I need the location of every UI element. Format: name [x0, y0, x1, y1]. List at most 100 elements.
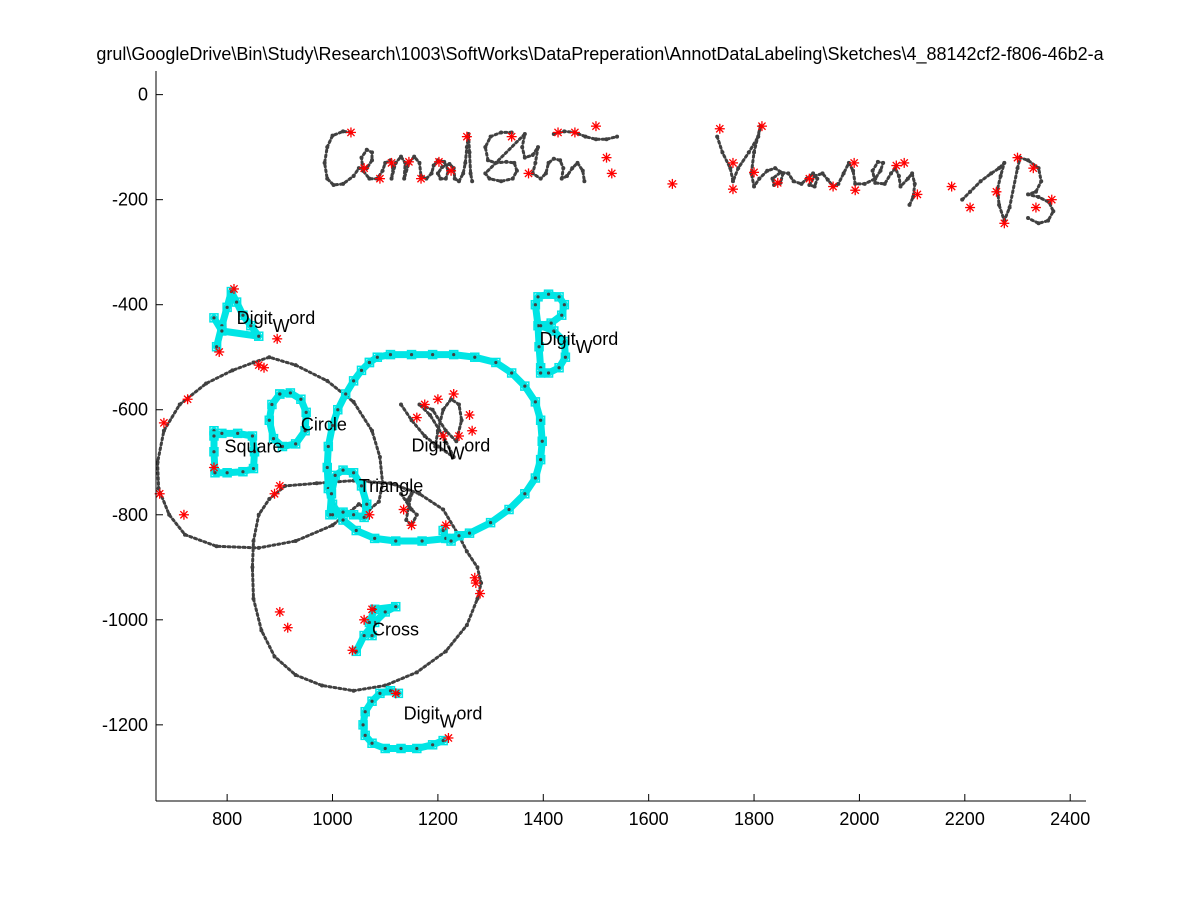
stroke-point — [250, 565, 255, 570]
stroke-point — [422, 434, 427, 438]
stroke-point — [431, 743, 435, 747]
stroke-point — [530, 153, 535, 158]
recognized-point — [367, 630, 377, 641]
stroke-point — [220, 329, 224, 333]
stroke-point — [537, 345, 541, 349]
recognized-point — [448, 349, 459, 360]
stroke-point — [470, 179, 475, 184]
stroke-point — [214, 544, 219, 549]
stroke-point — [463, 160, 468, 165]
stroke-point — [427, 412, 432, 417]
recognized-point — [491, 357, 501, 368]
stroke-point — [440, 165, 445, 170]
stroke-point — [989, 171, 994, 176]
stroke-point — [765, 168, 770, 173]
corner-point — [999, 218, 1010, 229]
stroke-point — [910, 171, 915, 176]
stroke-point — [404, 518, 409, 523]
stroke-point — [546, 292, 551, 296]
stroke-point — [256, 512, 261, 517]
series-recognized-10 — [209, 425, 260, 478]
series-recognized-14 — [351, 601, 401, 657]
stroke-point — [905, 176, 910, 181]
stroke-point — [326, 444, 330, 449]
stroke-point — [559, 176, 564, 181]
stroke-point — [293, 363, 298, 368]
recognized-point — [338, 465, 348, 475]
stroke-point — [881, 160, 886, 165]
stroke-point — [580, 168, 585, 173]
stroke-point — [250, 434, 255, 438]
stroke-point — [488, 134, 493, 139]
y-tick-label: -1000 — [102, 610, 148, 630]
recognized-point — [543, 289, 554, 299]
stroke-point — [431, 163, 436, 168]
corner-point — [433, 156, 444, 167]
stroke-point — [449, 397, 454, 402]
stroke-point — [1039, 179, 1044, 184]
stroke-point — [331, 182, 336, 187]
stroke-point — [1002, 160, 1007, 165]
recognized-point — [556, 310, 567, 320]
corner-point — [411, 412, 422, 423]
stroke-point — [325, 378, 330, 383]
stroke-point — [873, 180, 878, 185]
recognized-point — [372, 352, 383, 362]
stroke-point — [336, 408, 340, 412]
stroke-point — [1007, 205, 1012, 210]
stroke-point — [409, 352, 414, 357]
stroke-point — [441, 739, 445, 743]
stroke-point — [543, 171, 548, 176]
recognized-point — [290, 439, 301, 449]
recognized-point — [559, 336, 570, 347]
stroke-point — [557, 295, 561, 299]
stroke-point — [303, 429, 307, 433]
recognized-point — [348, 510, 359, 520]
x-tick-label: 800 — [212, 809, 242, 829]
stroke-point — [549, 321, 553, 325]
stroke-point — [438, 176, 443, 181]
recognized-point — [327, 420, 338, 431]
stroke-point — [494, 360, 498, 365]
stroke-point — [756, 134, 761, 139]
x-tick-label: 1400 — [523, 809, 563, 829]
stroke-point — [373, 536, 377, 541]
stroke-point — [388, 481, 393, 486]
recognized-point — [249, 447, 260, 457]
series-corners-18 — [154, 121, 1057, 743]
stroke-point — [715, 134, 720, 139]
stroke-point — [570, 166, 575, 171]
stroke-point — [441, 507, 446, 512]
stroke-point — [377, 455, 382, 460]
corner-point — [443, 732, 454, 743]
recognized-point — [226, 286, 237, 297]
corner-point — [601, 152, 612, 163]
stroke-point — [539, 324, 543, 328]
stroke-point — [325, 176, 330, 181]
corner-point — [446, 165, 457, 176]
stroke-point — [259, 628, 264, 633]
stroke-point — [267, 355, 272, 360]
recognized-point — [560, 352, 571, 362]
stroke-point — [1036, 221, 1041, 226]
corner-point — [1012, 152, 1023, 163]
corner-point — [367, 604, 378, 615]
stroke-point — [562, 129, 567, 134]
stroke-point — [459, 418, 464, 423]
stroke-point — [520, 145, 525, 150]
stroke-point — [330, 133, 335, 138]
corner-point — [386, 157, 397, 168]
stroke-point — [522, 155, 527, 160]
stroke-point — [456, 402, 461, 407]
corner-point — [272, 333, 283, 344]
stroke-point — [523, 384, 527, 388]
stroke-point — [409, 491, 414, 496]
corner-point — [364, 509, 375, 520]
stroke-point — [533, 160, 538, 165]
stroke-point — [415, 746, 419, 751]
stroke-point — [341, 468, 345, 472]
stroke-point — [875, 159, 880, 164]
stroke-point — [1051, 209, 1056, 214]
